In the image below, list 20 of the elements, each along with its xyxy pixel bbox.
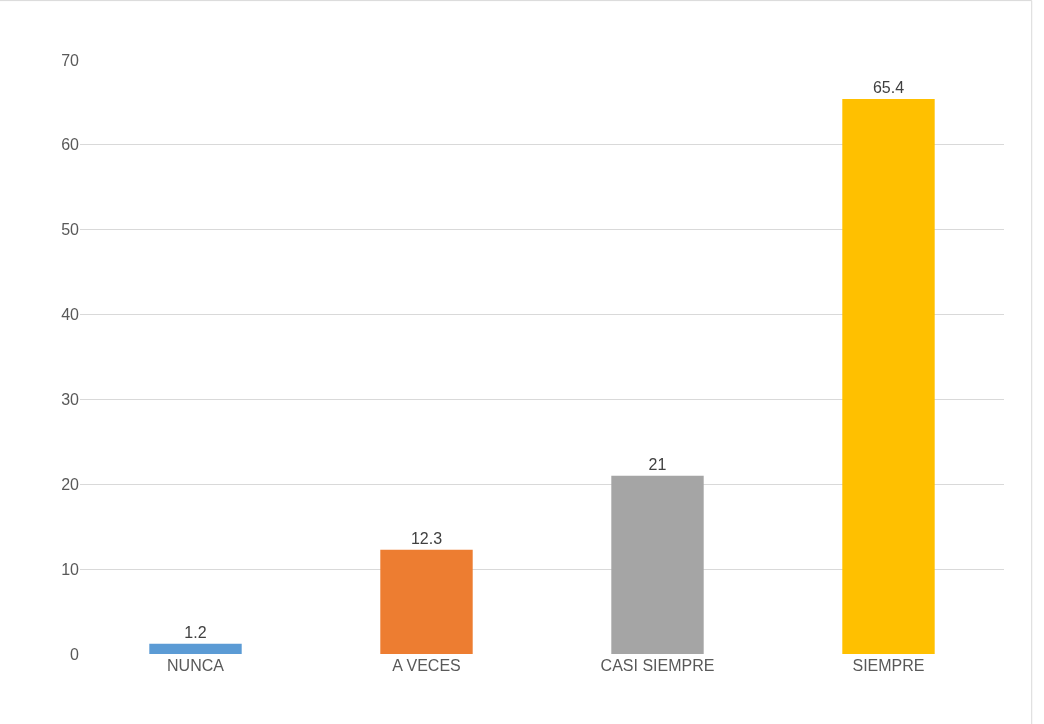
bar xyxy=(380,549,473,654)
bar xyxy=(149,643,242,654)
data-label: 1.2 xyxy=(184,623,207,641)
data-label: 65.4 xyxy=(872,79,905,97)
y-tick-label: 0 xyxy=(70,645,80,663)
y-tick-label: 60 xyxy=(61,136,80,154)
y-tick-label: 20 xyxy=(61,475,80,493)
y-tick-label: 40 xyxy=(61,306,80,324)
bar xyxy=(842,99,935,654)
y-tick-label: 30 xyxy=(61,391,80,409)
x-tick-label: A VECES xyxy=(392,657,461,674)
y-tick-label: 10 xyxy=(61,560,80,578)
y-tick-label: 70 xyxy=(61,51,80,69)
data-label: 21 xyxy=(648,455,667,473)
x-tick-label: NUNCA xyxy=(167,657,225,674)
x-tick-label: SIEMPRE xyxy=(852,657,925,674)
x-tick-label: CASI SIEMPRE xyxy=(600,657,715,674)
y-tick-label: 50 xyxy=(61,221,80,239)
bar xyxy=(611,475,704,654)
data-label: 12.3 xyxy=(410,529,443,547)
